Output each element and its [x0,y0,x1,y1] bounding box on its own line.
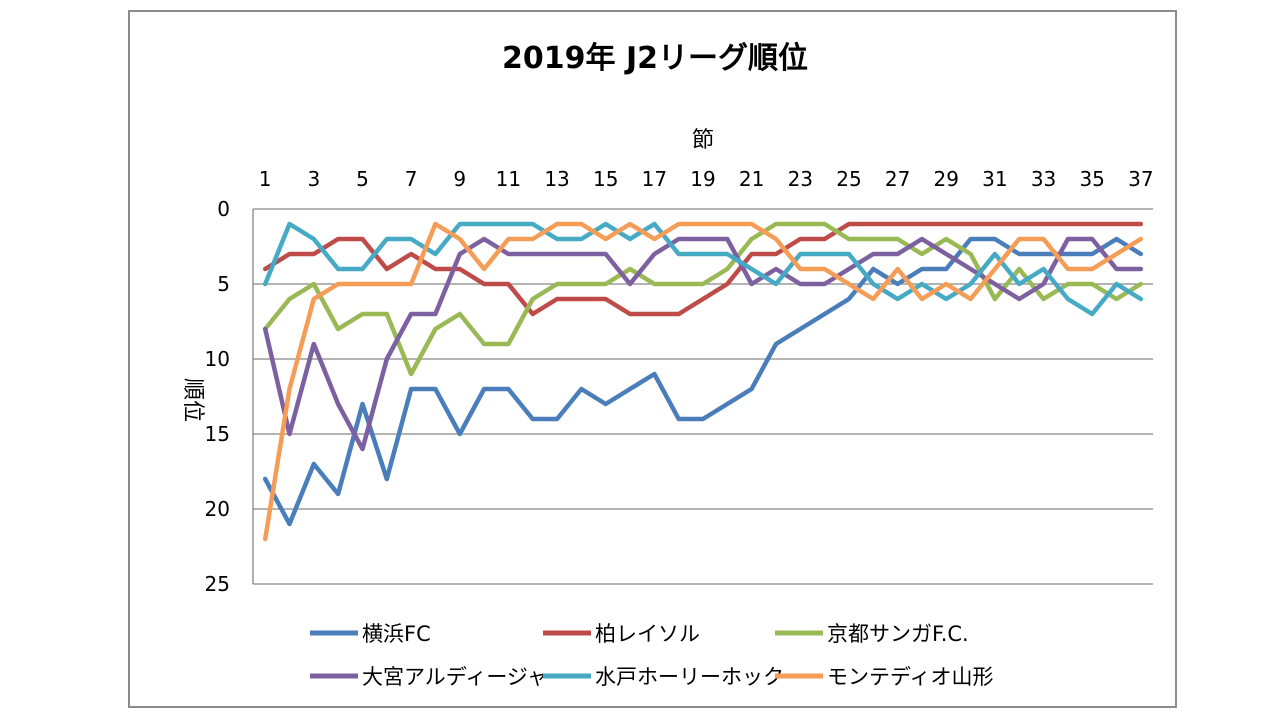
chart-title: 2019年 J2リーグ順位 [502,41,808,76]
y-tick-label: 0 [217,197,230,221]
legend-label-3: 京都サンガF.C. [827,622,969,646]
y-tick-labels: 0 5 10 15 20 25 [205,197,230,596]
x-tick-label: 1 [259,167,272,191]
x-axis-title: 節 [692,128,714,153]
x-tick-label: 21 [739,167,764,191]
x-tick-label: 3 [307,167,320,191]
x-tick-labels: 1 3 5 7 9 11 13 15 17 19 21 23 25 27 29 31 33 35 37 [259,167,1154,191]
x-tick-label: 29 [934,167,959,191]
y-tick-label: 25 [205,572,230,596]
series-line-4 [262,236,1144,452]
series-line-5 [262,221,1144,317]
x-tick-label: 33 [1031,167,1056,191]
legend: 横浜FC 柏レイソル 京都サンガF.C. 大宮アルディージャ 水戸ホーリーホック モンテデ… [310,622,994,689]
series-line-2 [262,221,1144,317]
legend-label-4: 大宮アルディージャ [362,665,548,689]
y-axis-title: 順位 [180,378,205,422]
legend-label-2: 柏レイソル [595,622,700,646]
x-tick-label: 31 [982,167,1007,191]
x-tick-label: 5 [356,167,369,191]
x-tick-label: 37 [1128,167,1153,191]
y-tick-label: 5 [217,272,230,296]
grid-layer [252,208,1153,585]
x-tick-label: 9 [453,167,466,191]
x-tick-label: 35 [1079,167,1104,191]
legend-label-5: 水戸ホーリーホック [595,665,784,689]
y-tick-label: 20 [205,497,230,521]
x-tick-label: 23 [788,167,813,191]
x-tick-label: 7 [405,167,418,191]
legend-label-1: 横浜FC [362,622,431,646]
y-tick-label: 15 [205,422,230,446]
legend-label-6: モンテディオ山形 [827,665,994,689]
x-tick-label: 17 [642,167,667,191]
series-line-6 [262,221,1144,542]
x-tick-label: 13 [544,167,569,191]
y-tick-label: 10 [205,347,230,371]
x-tick-label: 27 [885,167,910,191]
x-tick-label: 11 [496,167,521,191]
series-line-1 [262,236,1144,527]
x-tick-label: 25 [836,167,861,191]
series-lines [262,221,1144,542]
x-tick-label: 19 [690,167,715,191]
x-tick-label: 15 [593,167,618,191]
series-line-3 [262,221,1144,377]
